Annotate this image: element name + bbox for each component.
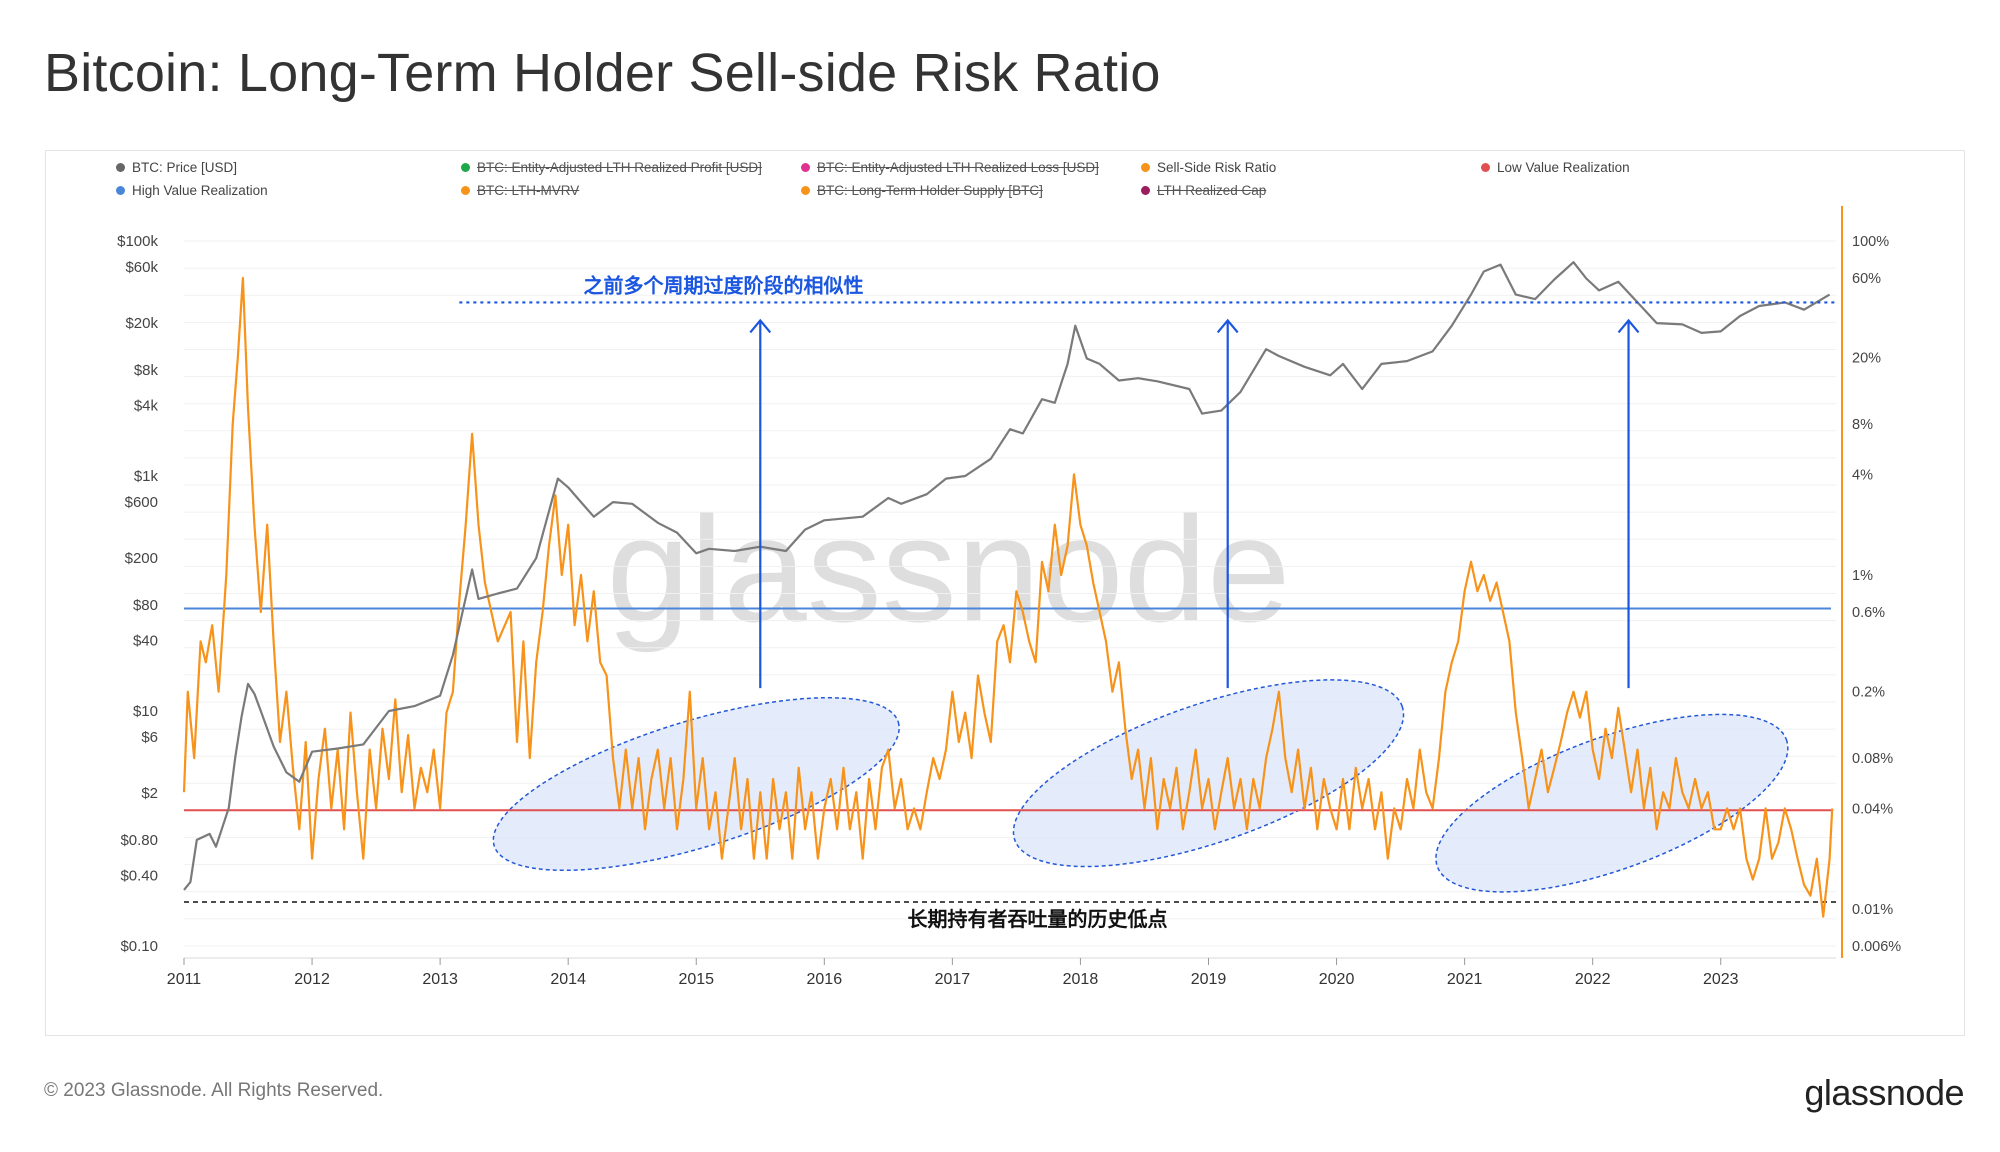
legend-label: BTC: Entity-Adjusted LTH Realized Profit… (477, 160, 762, 175)
legend-item[interactable]: BTC: Entity-Adjusted LTH Realized Profit… (461, 160, 762, 175)
y-right-tick-label: 1% (1852, 568, 1873, 584)
legend-item[interactable]: BTC: Price [USD] (116, 160, 237, 175)
x-tick-label: 2016 (807, 971, 843, 988)
legend-dot-icon (116, 186, 125, 195)
watermark-text: glassnode (607, 485, 1291, 653)
x-tick-label: 2023 (1703, 971, 1739, 988)
y-left-tick-label: $8k (134, 362, 159, 379)
y-right-tick-label: 100% (1852, 234, 1889, 250)
legend-item[interactable]: BTC: LTH-MVRV (461, 183, 579, 198)
bottom-annotation-text: 长期持有者吞吐量的历史低点 (908, 907, 1168, 931)
cycle-arrow-head (1216, 318, 1239, 334)
sell-side-risk-ratio-line (182, 276, 1834, 918)
x-tick-label: 2019 (1191, 971, 1227, 988)
x-tick-label: 2021 (1447, 971, 1483, 988)
y-right-tick-label: 60% (1852, 271, 1881, 287)
legend-dot-icon (116, 163, 125, 172)
legend-item[interactable]: Sell-Side Risk Ratio (1141, 160, 1276, 175)
legend-label: Sell-Side Risk Ratio (1157, 160, 1277, 175)
y-right-tick-label: 0.01% (1852, 902, 1893, 918)
y-left-tick-label: $6 (141, 729, 158, 746)
legend-dot-icon (801, 186, 810, 195)
legend-dot-icon (1481, 163, 1490, 172)
y-left-tick-label: $600 (125, 494, 158, 511)
x-tick-label: 2018 (1063, 971, 1099, 988)
y-left-tick-label: $2 (141, 785, 158, 802)
legend-label: BTC: Long-Term Holder Supply [BTC] (817, 183, 1043, 198)
y-right-tick-label: 20% (1852, 351, 1881, 367)
y-left-tick-label: $20k (125, 315, 158, 332)
top-annotation-text: 之前多个周期过度阶段的相似性 (584, 273, 864, 297)
x-tick-label: 2015 (678, 971, 714, 988)
y-left-tick-label: $1k (134, 468, 159, 485)
legend-dot-icon (1141, 186, 1150, 195)
x-tick-label: 2014 (550, 971, 586, 988)
y-left-tick-label: $100k (117, 233, 158, 250)
x-tick-label: 2011 (167, 971, 202, 988)
y-left-tick-label: $40 (133, 632, 158, 649)
cycle-ellipse (492, 696, 900, 872)
footer-copyright: © 2023 Glassnode. All Rights Reserved. (44, 1080, 384, 1101)
legend-label: LTH Realized Cap (1157, 183, 1267, 198)
chart-frame: BTC: Price [USD] BTC: Entity-Adjusted LTH… (45, 150, 1965, 1036)
legend-item[interactable]: High Value Realization (116, 183, 268, 198)
x-tick-label: 2022 (1575, 971, 1611, 988)
y-right-tick-label: 0.04% (1852, 801, 1893, 817)
x-tick-label: 2017 (935, 971, 971, 988)
cycle-arrow-head (1617, 318, 1640, 334)
y-right-tick-label: 0.6% (1852, 605, 1885, 621)
legend-label: BTC: Price [USD] (132, 160, 238, 175)
cycle-ellipse (1435, 713, 1789, 893)
legend-item[interactable]: LTH Realized Cap (1141, 183, 1266, 198)
chart-plot: glassnode $100k $60k $20k $8k $4k $1k $600 $200 $… (117, 206, 1901, 988)
cycle-ellipse (1012, 679, 1405, 868)
legend-item[interactable]: Low Value Realization (1481, 160, 1630, 175)
legend-label: Low Value Realization (1497, 160, 1630, 175)
y-left-tick-label: $0.80 (120, 832, 158, 849)
brand-logo[interactable]: glassnode (1804, 1072, 1964, 1113)
legend-label: BTC: LTH-MVRV (477, 183, 580, 198)
x-tick-label: 2020 (1319, 971, 1355, 988)
cycle-arrow-head (749, 318, 772, 334)
legend-item[interactable]: BTC: Long-Term Holder Supply [BTC] (801, 183, 1043, 198)
y-left-tick-label: $60k (125, 259, 158, 276)
y-right-tick-label: 0.08% (1852, 751, 1893, 767)
y-left-tick-label: $0.10 (120, 938, 158, 955)
legend-label: High Value Realization (132, 183, 268, 198)
legend-dot-icon (1141, 163, 1150, 172)
y-left-tick-label: $200 (125, 550, 158, 567)
y-left-tick-label: $80 (133, 597, 158, 614)
y-right-tick-label: 0.006% (1852, 939, 1901, 955)
y-left-tick-label: $4k (134, 397, 159, 414)
page-title: Bitcoin: Long-Term Holder Sell-side Risk… (44, 43, 1161, 103)
legend: BTC: Price [USD] BTC: Entity-Adjusted LTH… (46, 151, 1964, 211)
legend-item[interactable]: BTC: Entity-Adjusted LTH Realized Loss [… (801, 160, 1099, 175)
x-tick-label: 2013 (422, 971, 458, 988)
legend-label: BTC: Entity-Adjusted LTH Realized Loss [… (817, 160, 1099, 175)
x-tick-label: 2012 (294, 971, 330, 988)
y-right-tick-label: 8% (1852, 417, 1873, 433)
legend-dot-icon (461, 186, 470, 195)
legend-dot-icon (801, 163, 810, 172)
btc-price-line (183, 261, 1831, 891)
y-left-tick-label: $0.40 (120, 867, 158, 884)
y-right-tick-label: 0.2% (1852, 685, 1885, 701)
y-right-tick-label: 4% (1852, 467, 1873, 483)
legend-dot-icon (461, 163, 470, 172)
y-left-tick-label: $10 (133, 703, 158, 720)
